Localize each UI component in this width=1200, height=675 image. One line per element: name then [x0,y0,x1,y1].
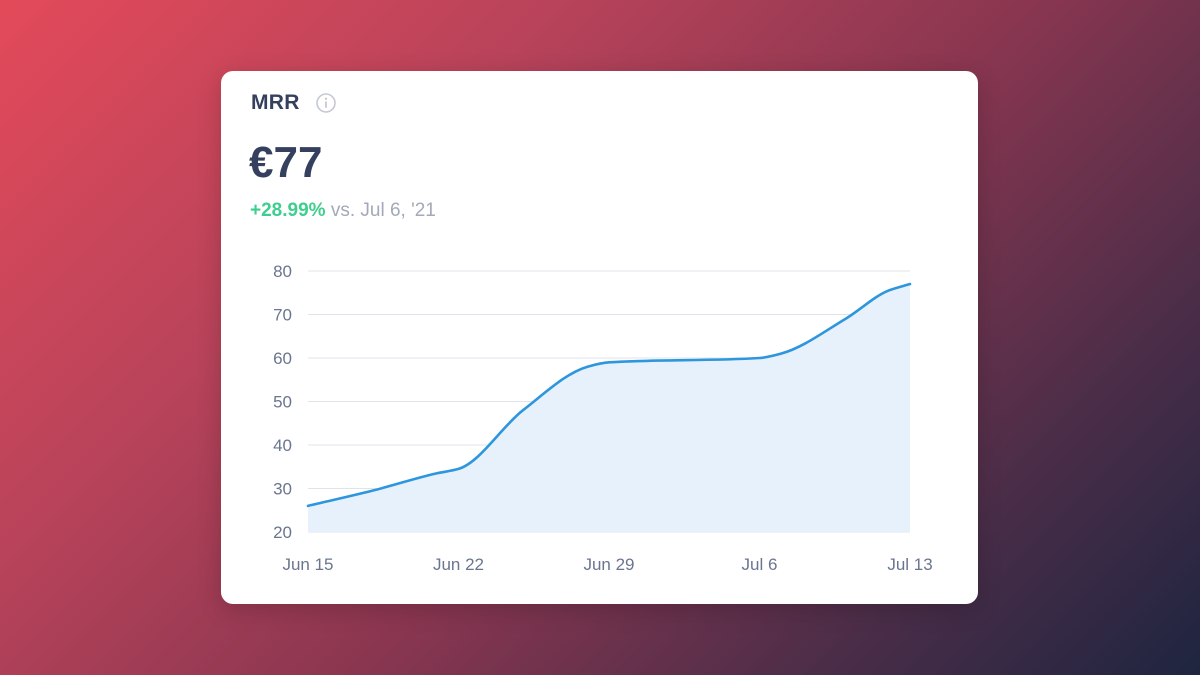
change-delta: +28.99% [250,200,326,221]
x-tick-label: Jul 13 [887,555,932,574]
y-tick-label: 80 [273,262,292,281]
series-line [306,282,912,508]
series-area [308,284,910,532]
x-tick-label: Jun 22 [433,555,484,574]
metric-value: €77 [249,138,323,187]
mrr-card: MRR €77 +28.99% vs. Jul 6, '21 20 30 40 50 6… [221,71,978,604]
x-tick-label: Jun 15 [282,555,333,574]
change-comparison: vs. Jul 6, '21 [330,200,436,221]
y-tick-label: 20 [273,523,292,542]
x-tick-label: Jun 29 [583,555,634,574]
y-tick-label: 40 [273,436,292,455]
info-icon[interactable] [315,93,336,113]
metric-change: +28.99% vs. Jul 6, '21 [250,200,436,222]
metric-header: MRR [251,91,336,115]
y-tick-label: 70 [273,306,292,325]
y-tick-label: 30 [273,480,292,499]
y-tick-label: 50 [273,393,292,412]
mrr-area-chart: 20 30 40 50 60 70 80 Jun 15 Jun 22 Jun 29 Jul 6 Jul… [273,262,933,574]
y-tick-label: 60 [273,349,292,368]
metric-title: MRR [251,91,300,114]
x-tick-label: Jul 6 [742,555,778,574]
